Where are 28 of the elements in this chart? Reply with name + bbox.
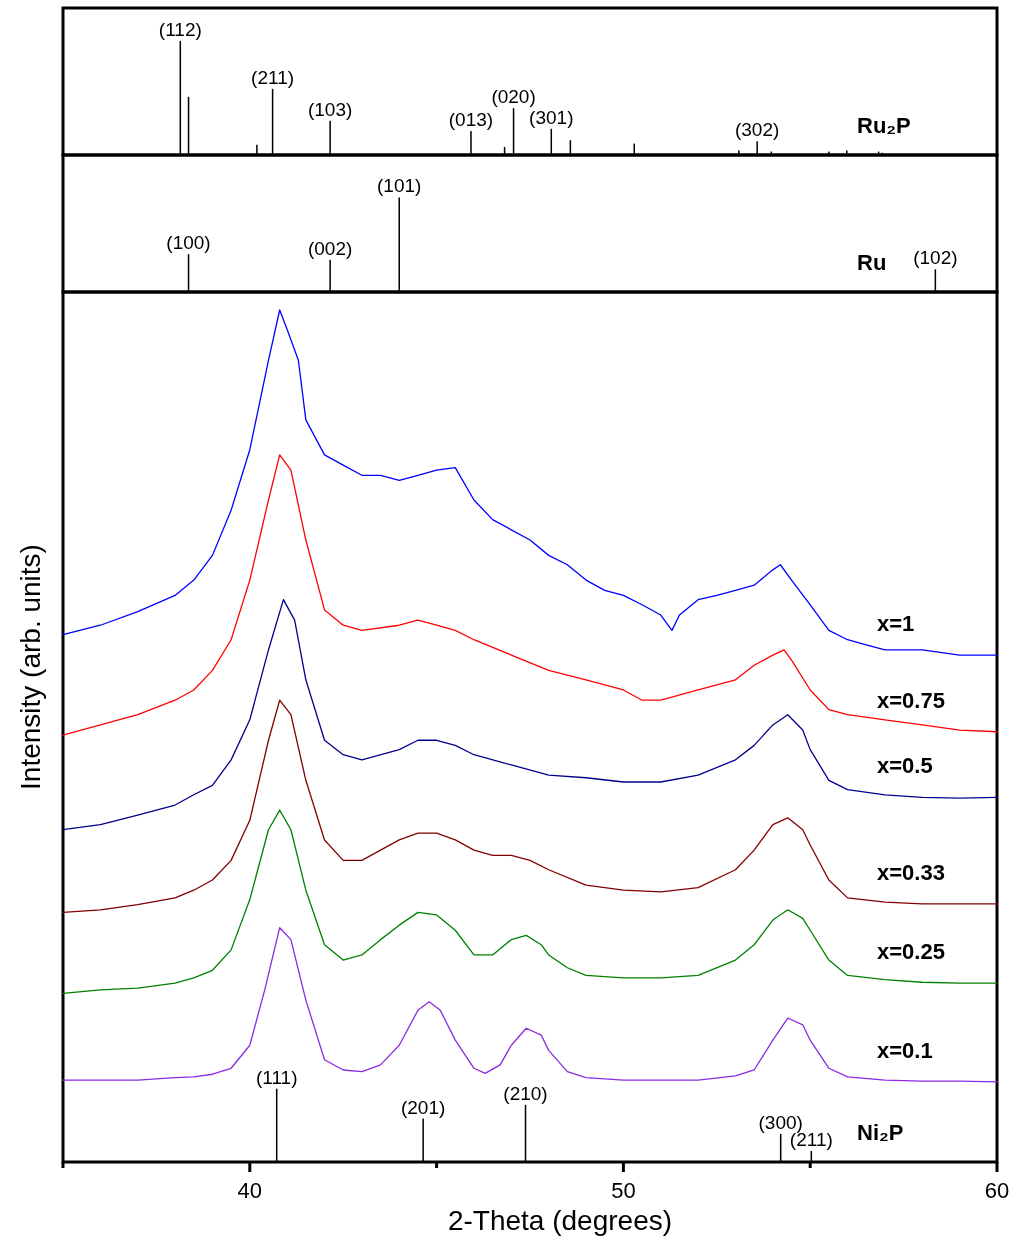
annotation: (201) bbox=[400, 1096, 446, 1118]
annotation: (301) bbox=[529, 106, 574, 128]
series-label: x=0.1 bbox=[877, 1037, 933, 1063]
series-label: x=1 bbox=[877, 610, 915, 636]
annotation: (100) bbox=[166, 232, 211, 254]
x-axis-title: 2-Theta (degrees) bbox=[447, 1205, 673, 1236]
annotation: (002) bbox=[307, 237, 353, 259]
y-axis-title: Intensity (arb. units) bbox=[15, 544, 46, 790]
series-label: x=0.75 bbox=[877, 687, 945, 713]
annotation: (102) bbox=[913, 247, 958, 269]
annotation: (013) bbox=[448, 109, 494, 131]
series-label: x=0.5 bbox=[877, 753, 933, 779]
annotation: (112) bbox=[158, 18, 202, 40]
annotation: (210) bbox=[503, 1082, 548, 1104]
text: Ru bbox=[857, 250, 887, 275]
annotation: (020) bbox=[491, 86, 536, 108]
annotation: (101) bbox=[377, 175, 422, 197]
annotation: (211) bbox=[251, 66, 295, 88]
series-label: x=0.25 bbox=[877, 938, 945, 964]
x-tick-label: 40 bbox=[237, 1178, 263, 1203]
x-tick-label: 50 bbox=[611, 1178, 636, 1203]
annotation: (302) bbox=[734, 119, 780, 141]
annotation: (111) bbox=[255, 1066, 298, 1088]
x-tick-label: 60 bbox=[984, 1178, 1010, 1203]
series-label: x=0.33 bbox=[877, 859, 945, 885]
annotation: (103) bbox=[307, 98, 353, 120]
series-label: Ru₂P bbox=[857, 113, 911, 138]
text: Ni₂P bbox=[857, 1120, 904, 1145]
